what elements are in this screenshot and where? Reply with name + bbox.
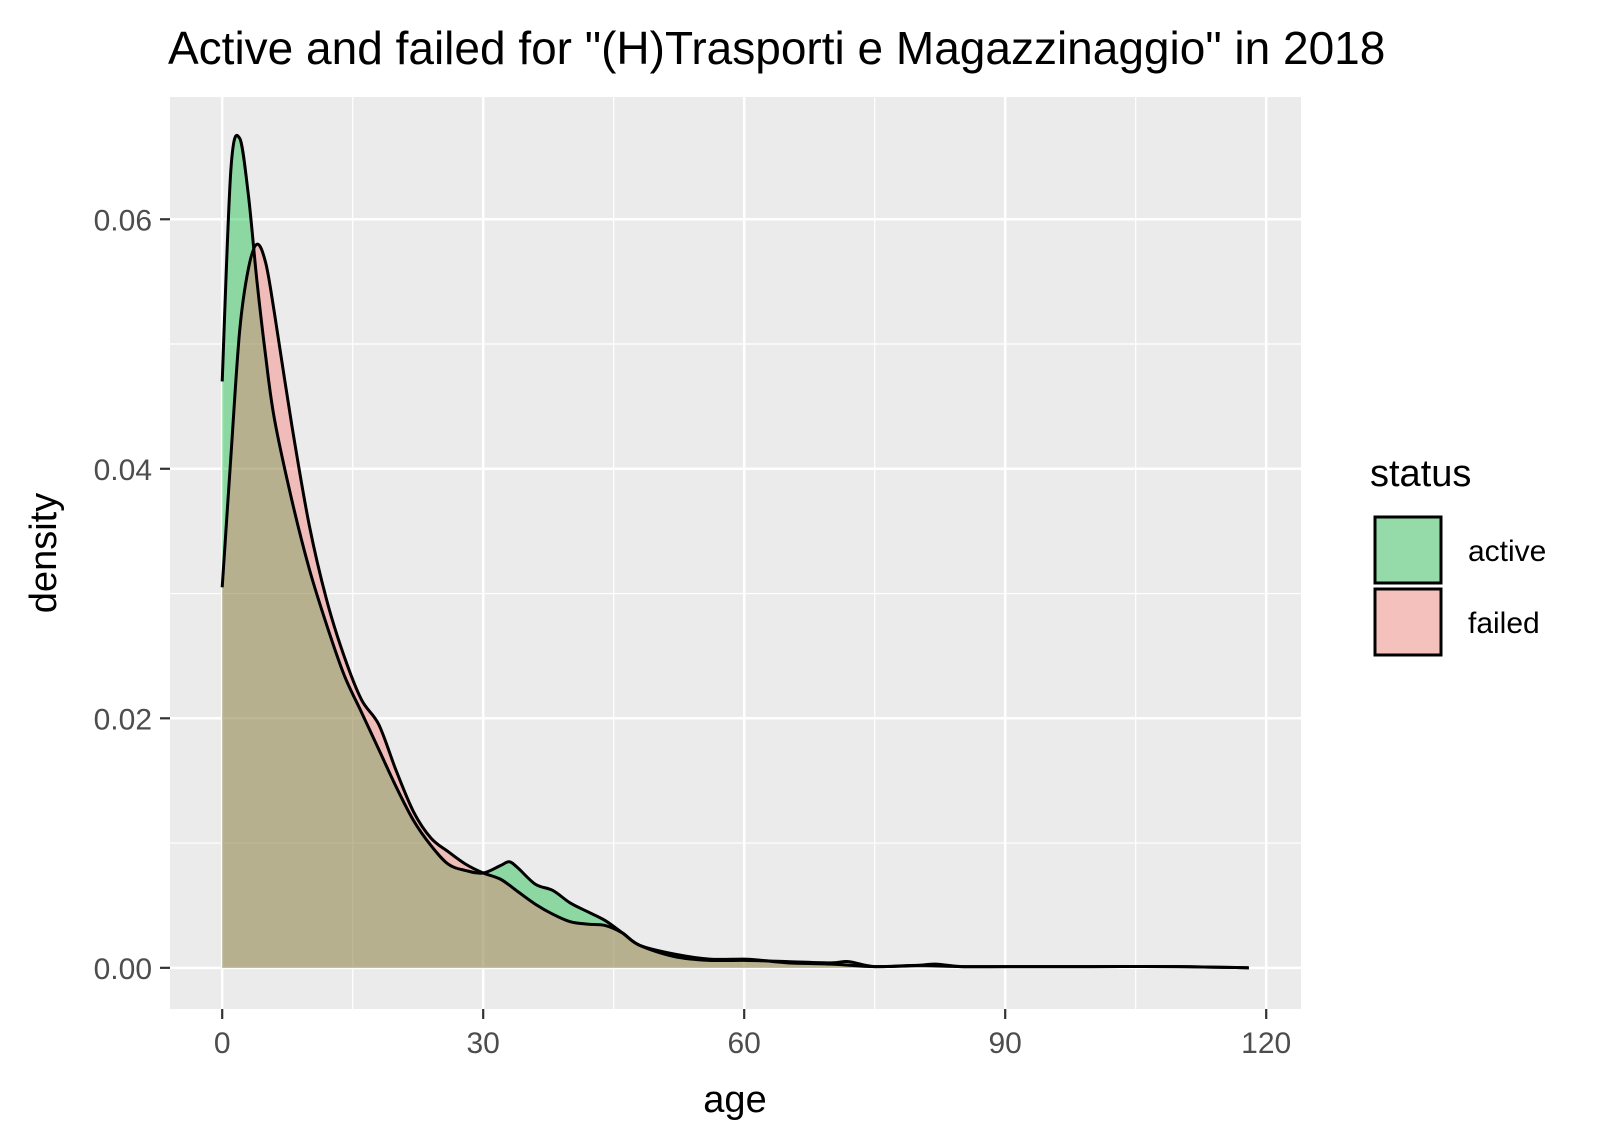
minor-grid <box>170 97 1301 1009</box>
area-failed <box>222 244 1249 968</box>
x-tick-label: 60 <box>728 1027 761 1060</box>
y-tick-label: 0.04 <box>94 454 152 487</box>
major-grid <box>170 97 1301 1009</box>
legend-key-failed <box>1373 587 1443 657</box>
line-active <box>220 134 1249 970</box>
y-tick-label: 0.00 <box>94 953 152 986</box>
area-active <box>222 135 1249 968</box>
legend: status active failed <box>1370 453 1546 657</box>
x-tick-label: 120 <box>1241 1027 1291 1060</box>
y-axis-title: density <box>23 493 65 613</box>
plot-panel <box>170 97 1301 1009</box>
y-tick-label: 0.02 <box>94 703 152 736</box>
legend-label-active: active <box>1468 535 1546 568</box>
x-axis-title: age <box>703 1079 766 1121</box>
legend-items: active failed <box>1373 515 1546 657</box>
x-tick-label: 0 <box>214 1027 231 1060</box>
line-failed <box>220 242 1249 970</box>
x-axis: 0 30 60 90 120 <box>214 1009 1291 1060</box>
legend-title: status <box>1370 453 1471 495</box>
legend-key-active <box>1373 515 1443 585</box>
chart-title: Active and failed for "(H)Trasporti e Ma… <box>168 22 1385 74</box>
x-tick-label: 90 <box>989 1027 1022 1060</box>
legend-label-failed: failed <box>1468 607 1540 640</box>
y-axis: 0.00 0.02 0.04 0.06 <box>94 204 170 986</box>
density-outlines <box>220 134 1249 970</box>
x-tick-label: 30 <box>467 1027 500 1060</box>
y-tick-label: 0.06 <box>94 204 152 237</box>
density-areas <box>222 135 1249 968</box>
